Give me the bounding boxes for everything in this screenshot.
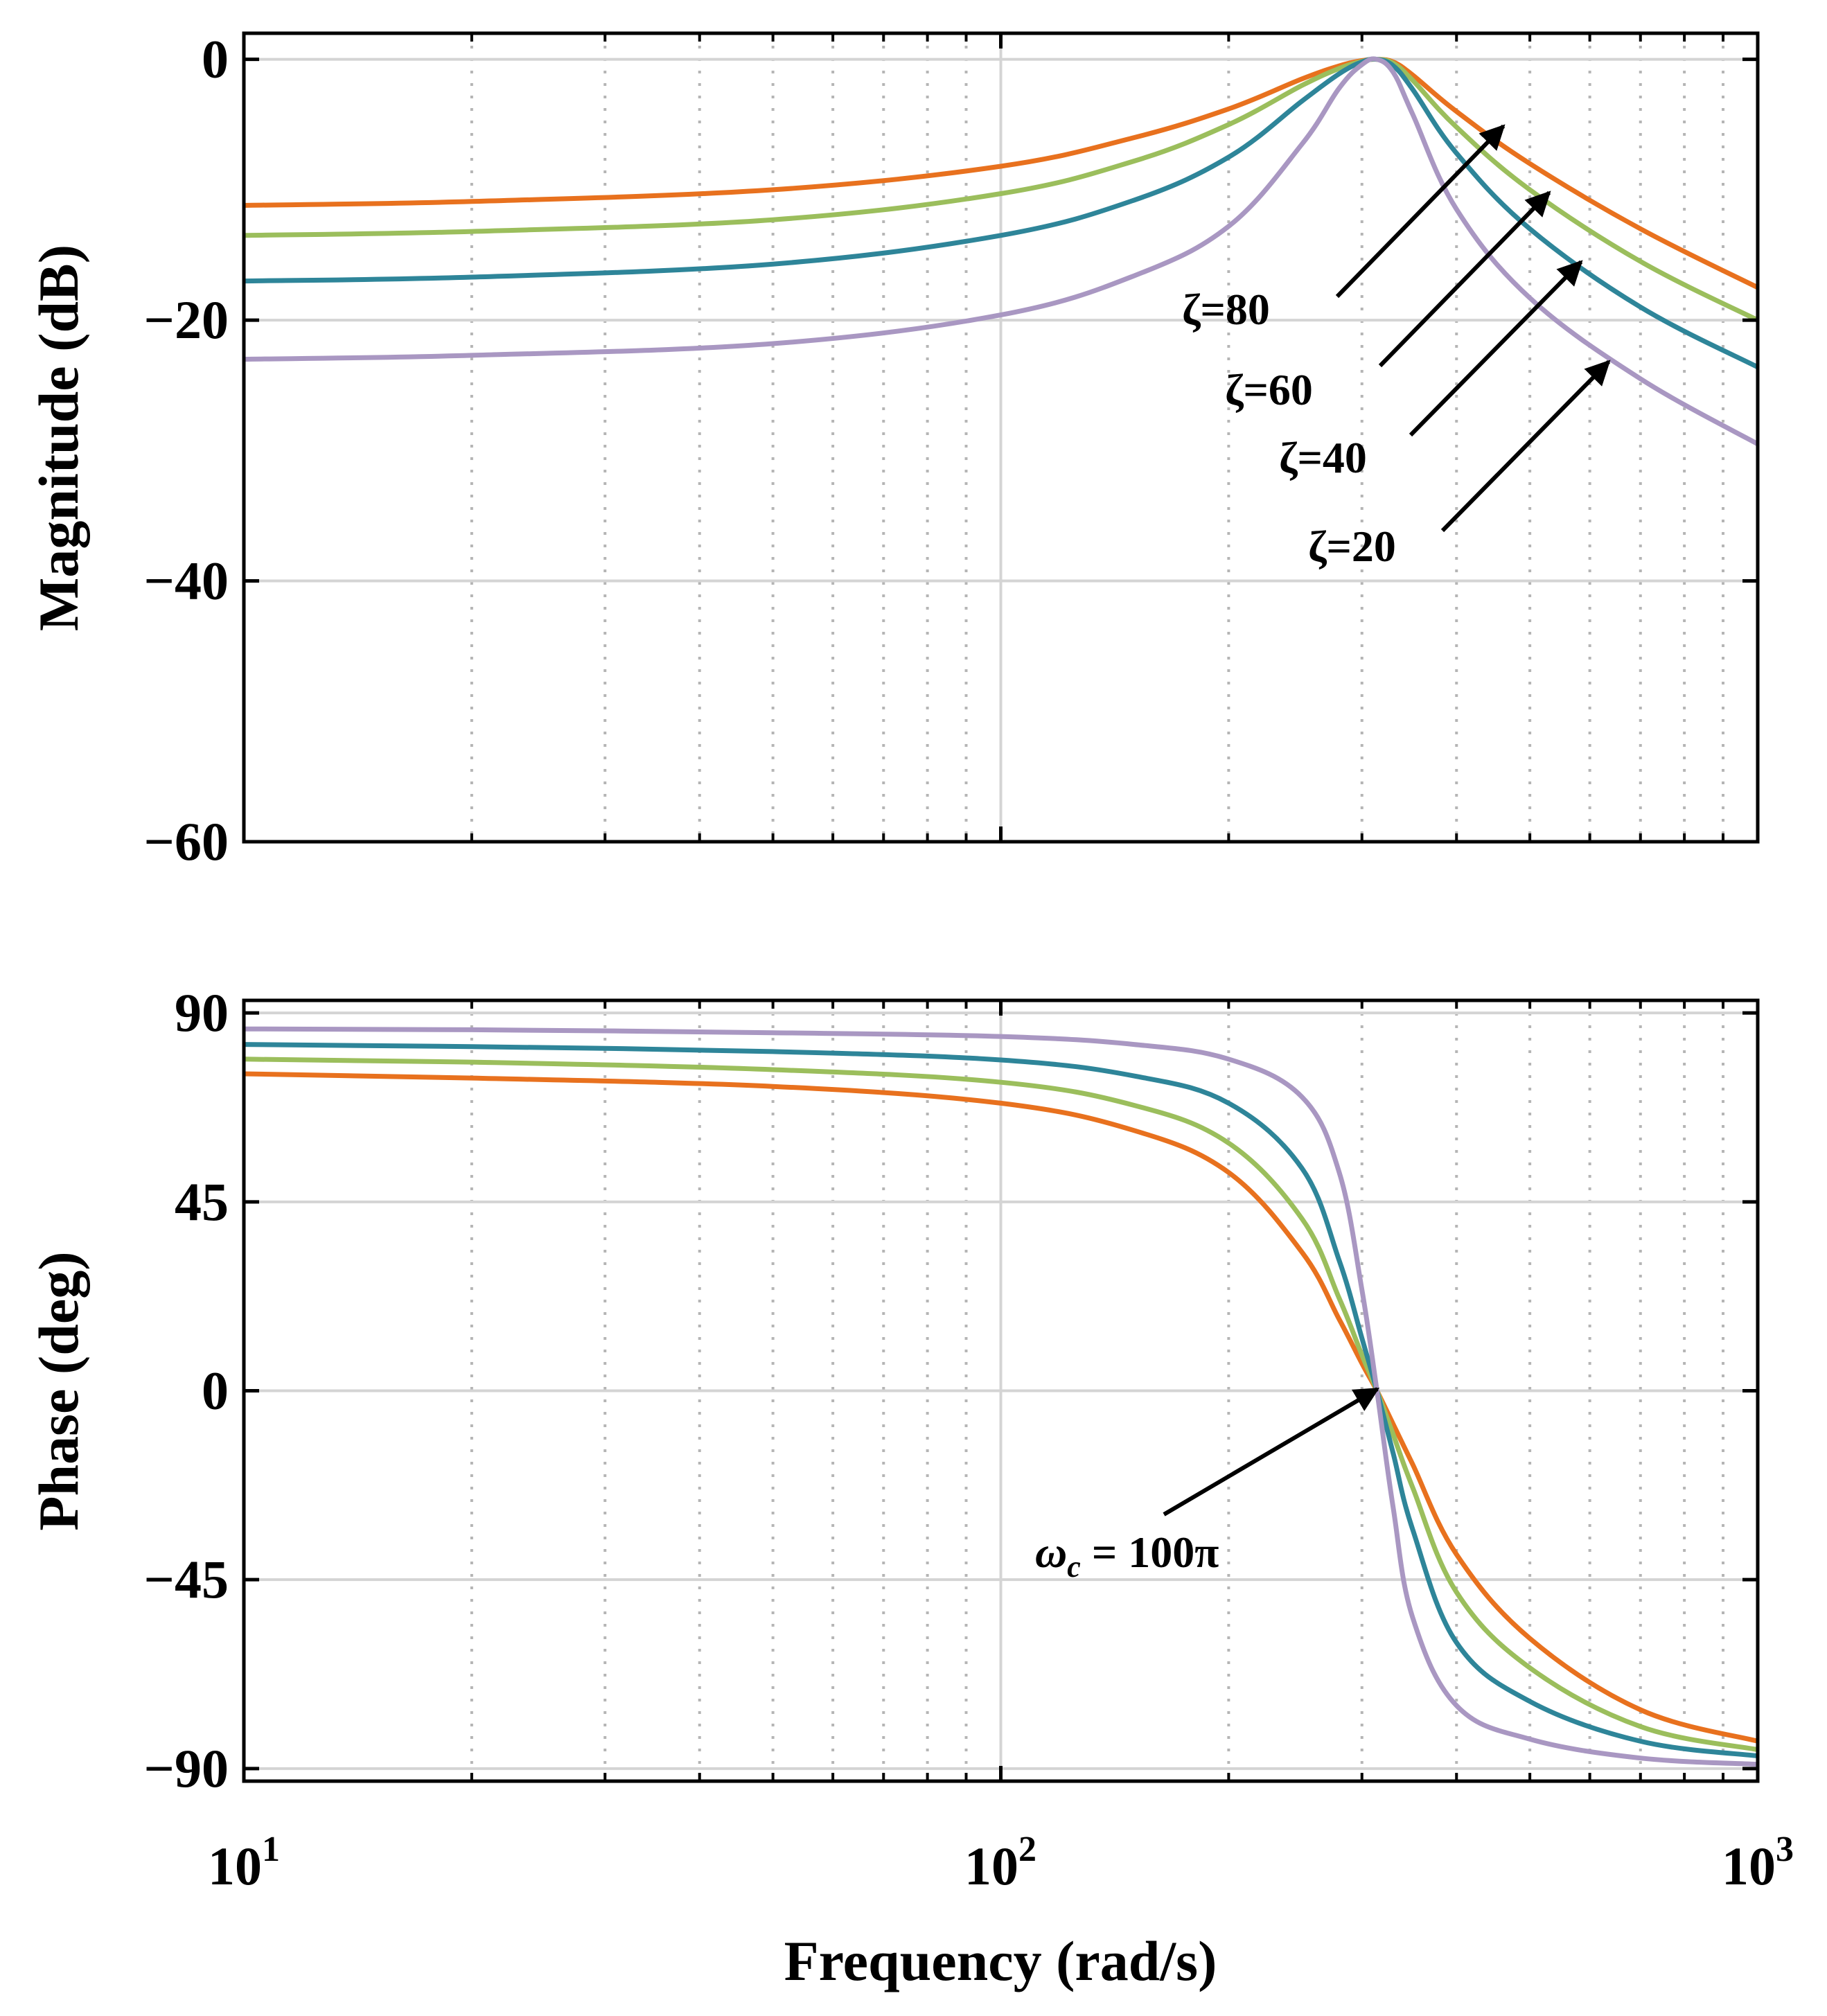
phase-ticks: [242, 1000, 1758, 1781]
phase-panel: 90 45 0 −45 −90 Phase (deg) ωc = 100π: [27, 982, 1760, 1798]
zeta-40-arrow: [1409, 260, 1583, 437]
phase-y-tick-label: 0: [202, 1361, 229, 1421]
magnitude-y-tick-label: 0: [202, 29, 229, 89]
phase-series-group: [243, 1026, 1758, 1767]
crossover-annotation: ωc = 100π: [1035, 1387, 1380, 1584]
x-tick-label-10-2: 102: [964, 1830, 1036, 1896]
crossover-label: ωc = 100π: [1035, 1528, 1219, 1584]
phase-series-ζ=60: [243, 1056, 1758, 1753]
zeta-80-label: ζ=80: [1182, 285, 1270, 334]
phase-y-tick-labels: 90 45 0 −45 −90: [144, 982, 229, 1798]
magnitude-series-ζ=80: [243, 57, 1759, 290]
zeta-60-arrow: [1378, 191, 1551, 368]
phase-grid: [244, 1000, 1758, 1781]
zeta-20-label: ζ=20: [1308, 522, 1396, 571]
phase-y-tick-label: 45: [175, 1171, 229, 1232]
phase-series-ζ=80: [243, 1071, 1758, 1744]
magnitude-series-ζ=60: [243, 56, 1759, 323]
x-axis-label: Frequency (rad/s): [784, 1929, 1217, 1992]
zeta-annotations: ζ=80 ζ=60 ζ=40 ζ=20: [1182, 124, 1611, 571]
magnitude-series-ζ=20: [243, 56, 1759, 446]
magnitude-y-tick-label: −40: [144, 551, 229, 611]
phase-y-tick-label: 90: [175, 982, 229, 1043]
magnitude-y-tick-label: −20: [144, 290, 229, 350]
zeta-80-arrow: [1335, 124, 1506, 299]
magnitude-series-ζ=40: [243, 56, 1759, 370]
magnitude-panel: 0 −20 −40 −60 Magnitude (dB) ζ=80 ζ=60 ζ=40…: [27, 29, 1760, 872]
zeta-40-label: ζ=40: [1279, 433, 1367, 482]
magnitude-y-label: Magnitude (dB): [27, 245, 90, 631]
phase-series-ζ=20: [243, 1026, 1758, 1767]
magnitude-grid: [244, 33, 1758, 843]
magnitude-ticks: [242, 33, 1758, 844]
magnitude-series-group: [243, 56, 1759, 446]
phase-y-tick-label: −45: [144, 1549, 229, 1609]
magnitude-y-tick-labels: 0 −20 −40 −60: [144, 29, 229, 872]
x-tick-label-10-1: 101: [208, 1830, 280, 1896]
phase-series-ζ=40: [243, 1042, 1758, 1759]
phase-y-tick-label: −90: [144, 1738, 229, 1798]
magnitude-y-tick-label: −60: [144, 811, 229, 872]
zeta-20-arrow: [1440, 360, 1611, 533]
zeta-60-label: ζ=60: [1225, 365, 1313, 414]
x-tick-label-10-3: 103: [1722, 1830, 1794, 1896]
x-tick-labels: 101 102 103: [208, 1830, 1794, 1896]
phase-y-label: Phase (deg): [27, 1251, 90, 1530]
crossover-arrow: [1163, 1387, 1380, 1517]
